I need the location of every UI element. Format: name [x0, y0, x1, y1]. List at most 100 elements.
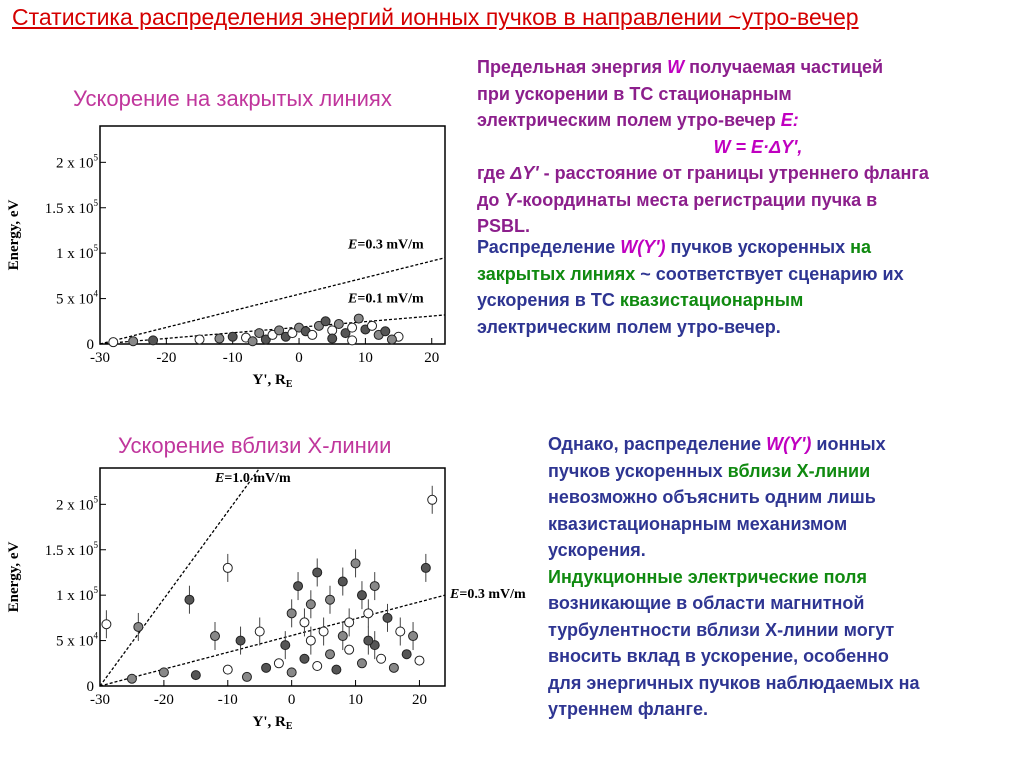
x-axis-label: Y', RE: [252, 372, 292, 390]
data-point: [108, 337, 119, 348]
data-point: [133, 621, 144, 632]
x-tick-label: -10: [223, 350, 243, 366]
data-point: [312, 661, 323, 672]
x-tick-label: -10: [218, 692, 238, 708]
data-point: [273, 658, 284, 669]
data-point: [210, 631, 220, 642]
y-tick-label: 0: [87, 679, 95, 695]
field-line-label: E=0.3 mV/m: [347, 238, 424, 253]
data-point: [420, 562, 431, 573]
data-point: [293, 581, 304, 592]
data-point: [307, 329, 318, 340]
data-point: [254, 328, 265, 339]
data-point: [305, 599, 316, 610]
x-tick-label: 20: [424, 350, 439, 366]
data-point: [148, 335, 159, 346]
data-point: [327, 333, 338, 344]
x-axis-label: Y', RE: [252, 714, 292, 732]
data-point: [401, 649, 412, 660]
y-tick-label: 1 x 105: [56, 585, 99, 604]
data-point: [408, 631, 419, 642]
y-axis-label: Energy, eV: [6, 199, 22, 270]
x-tick-label: -30: [90, 692, 110, 708]
data-point: [337, 631, 348, 642]
data-point: [222, 664, 233, 675]
x-tick-label: 0: [288, 692, 296, 708]
data-point: [350, 558, 361, 569]
data-point: [347, 322, 358, 333]
data-point: [363, 635, 374, 646]
energy-formula: W = E·ΔY',: [713, 136, 803, 157]
data-point: [158, 667, 169, 678]
data-point: [356, 658, 367, 669]
y-tick-label: 5 x 104: [56, 289, 99, 308]
data-point: [254, 626, 265, 637]
data-point: [356, 590, 367, 601]
data-point: [344, 617, 355, 628]
x-tick-label: -20: [156, 350, 176, 366]
data-point: [214, 333, 225, 344]
data-point: [363, 608, 374, 619]
x-line-energy-chart: -30 -20 -10 0 10 20 0 5 x 104 1 x 105 1.5 x 105 2 …: [6, 467, 526, 732]
limit-energy-paragraph: Предельная энергия W получаемая частицей…: [477, 57, 929, 236]
x-line-distribution-paragraph: Однако, распределение W(Y') ионных пучко…: [548, 434, 920, 719]
data-point: [286, 667, 297, 678]
data-point: [190, 670, 201, 681]
field-line-label: E=0.3 mV/m: [449, 587, 526, 602]
data-point: [126, 673, 137, 684]
data-point: [227, 331, 238, 342]
closed-lines-distribution-paragraph: Распределение W(Y') пучков ускоренных на…: [477, 237, 904, 337]
y-axis-label: Energy, eV: [6, 541, 22, 612]
data-point: [340, 328, 351, 339]
data-point: [395, 626, 406, 637]
y-tick-label: 0: [87, 337, 95, 353]
closed-lines-energy-chart: -30 -20 -10 0 10 20 0 5 x 104 1 x 105 1.5 x 105 2 …: [6, 125, 446, 390]
data-point: [331, 664, 342, 675]
data-point: [222, 562, 233, 573]
data-point: [194, 334, 205, 345]
x-tick-label: 10: [358, 350, 373, 366]
data-point: [299, 617, 310, 628]
data-point: [299, 653, 310, 664]
closed-lines-heading: Ускорение на закрытых линиях: [73, 86, 392, 111]
y-tick-label: 2 x 105: [56, 494, 99, 513]
data-point: [312, 567, 323, 578]
x-tick-label: -20: [154, 692, 174, 708]
data-point: [325, 649, 335, 660]
data-point: [414, 655, 425, 666]
data-point: [388, 662, 399, 673]
x-tick-label: 20: [412, 692, 427, 708]
data-point: [235, 635, 246, 646]
data-point: [274, 325, 285, 336]
y-tick-label: 2 x 105: [56, 152, 99, 171]
x-tick-label: 0: [295, 350, 303, 366]
data-point: [101, 619, 112, 630]
data-point: [344, 644, 355, 655]
data-point: [347, 335, 358, 346]
y-tick-label: 1.5 x 105: [45, 198, 99, 217]
data-point: [280, 640, 291, 651]
data-point: [286, 608, 297, 619]
field-line: [99, 467, 261, 687]
y-tick-label: 5 x 104: [56, 631, 99, 650]
data-point: [287, 328, 298, 339]
plot-frame: [99, 125, 446, 345]
data-point: [427, 494, 438, 505]
data-point: [376, 653, 387, 664]
slide-title: Статистика распределения энергий ионных …: [12, 4, 859, 30]
data-point: [382, 612, 393, 623]
data-point: [386, 334, 397, 345]
data-point: [380, 326, 391, 337]
plot-frame: [99, 467, 446, 687]
data-point: [261, 662, 272, 673]
x-tick-label: 10: [348, 692, 363, 708]
field-line-label: E=1.0 mV/m: [214, 471, 291, 486]
x-line-heading: Ускорение вблизи X-линии: [118, 433, 392, 458]
field-line-label: E=0.1 mV/m: [347, 292, 424, 307]
data-point: [325, 594, 335, 605]
data-point: [184, 594, 195, 605]
data-point: [369, 581, 380, 592]
data-point: [320, 316, 331, 327]
data-point: [128, 336, 139, 347]
data-point: [318, 626, 329, 637]
